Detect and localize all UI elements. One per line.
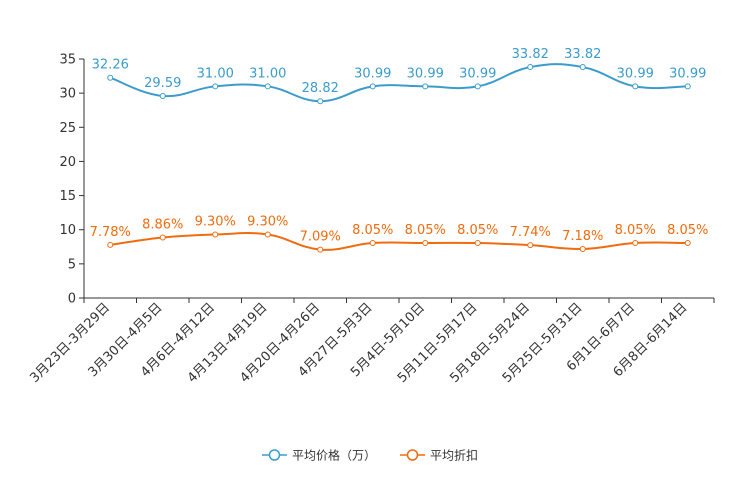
data-label: 30.99 [407, 66, 444, 81]
data-point [422, 83, 429, 90]
data-point [264, 83, 271, 90]
y-tick-label: 20 [59, 155, 76, 170]
data-label: 31.00 [197, 66, 234, 81]
data-point [632, 83, 639, 90]
data-point [684, 240, 691, 247]
data-label: 8.05% [352, 223, 393, 238]
legend-label: 平均折扣 [430, 448, 478, 463]
y-tick-label: 35 [59, 53, 76, 68]
y-tick-label: 30 [59, 87, 76, 102]
data-label: 8.05% [457, 223, 498, 238]
data-label: 33.82 [564, 47, 601, 62]
data-label: 28.82 [302, 81, 339, 96]
legend-marker-icon [406, 449, 419, 461]
data-point [212, 83, 219, 90]
data-label: 29.59 [144, 76, 181, 91]
data-point [527, 242, 534, 249]
data-label: 32.26 [92, 58, 129, 73]
data-point [159, 234, 166, 241]
y-tick-label: 10 [59, 223, 76, 238]
data-point [212, 231, 219, 238]
data-label: 9.30% [247, 214, 288, 229]
legend-item-2: 平均折扣 [400, 448, 478, 463]
data-label: 30.99 [669, 66, 706, 81]
series-layer: 32.26 29.59 31.00 31.00 28.82 30.99 30.99 30.99… [90, 47, 708, 253]
data-point [317, 246, 324, 253]
data-point [369, 83, 376, 90]
y-tick-label: 5 [68, 257, 76, 272]
data-label: 30.99 [617, 66, 654, 81]
series-2: 7.78% 8.86% 9.30% 9.30% 7.09% 8.05% 8.05% 8.05%… [90, 214, 708, 253]
data-label: 31.00 [249, 66, 286, 81]
data-point [579, 64, 586, 71]
legend-label: 平均价格（万） [292, 448, 376, 463]
data-label: 30.99 [354, 66, 391, 81]
legend: 平均价格（万） 平均折扣 [262, 448, 478, 463]
data-point [579, 245, 586, 252]
data-label: 7.74% [510, 225, 551, 240]
y-axis: 0 5 10 15 20 25 30 35 [59, 53, 85, 307]
data-point [527, 64, 534, 71]
series-line [109, 63, 688, 103]
data-label: 8.05% [667, 223, 708, 238]
legend-marker-icon [268, 449, 281, 461]
series-1: 32.26 29.59 31.00 31.00 28.82 30.99 30.99 30.99… [92, 47, 706, 105]
data-label: 33.82 [512, 47, 549, 62]
data-point [422, 240, 429, 247]
data-point [317, 98, 324, 105]
data-point [107, 241, 114, 248]
data-point [107, 74, 114, 81]
data-label: 7.78% [90, 225, 131, 240]
data-label: 8.05% [405, 223, 446, 238]
data-label: 8.05% [615, 223, 656, 238]
data-label: 7.09% [300, 230, 341, 245]
data-point [369, 240, 376, 247]
data-point [474, 83, 481, 90]
series-line [110, 232, 688, 251]
data-point [159, 92, 166, 99]
data-point [264, 231, 271, 238]
y-tick-label: 0 [68, 292, 76, 307]
x-axis: 3月23日-3月29日3月30日-4月5日4月6日-4月12日4月13日-4月1… [27, 297, 715, 386]
data-point [684, 83, 691, 90]
data-label: 9.30% [195, 214, 236, 229]
data-point [474, 240, 481, 247]
data-label: 7.18% [562, 229, 603, 244]
legend-item-1: 平均价格（万） [262, 448, 376, 463]
y-tick-label: 15 [59, 189, 76, 204]
data-label: 30.99 [459, 66, 496, 81]
y-tick-label: 25 [59, 121, 76, 136]
data-label: 8.86% [142, 217, 183, 232]
data-point [632, 240, 639, 247]
